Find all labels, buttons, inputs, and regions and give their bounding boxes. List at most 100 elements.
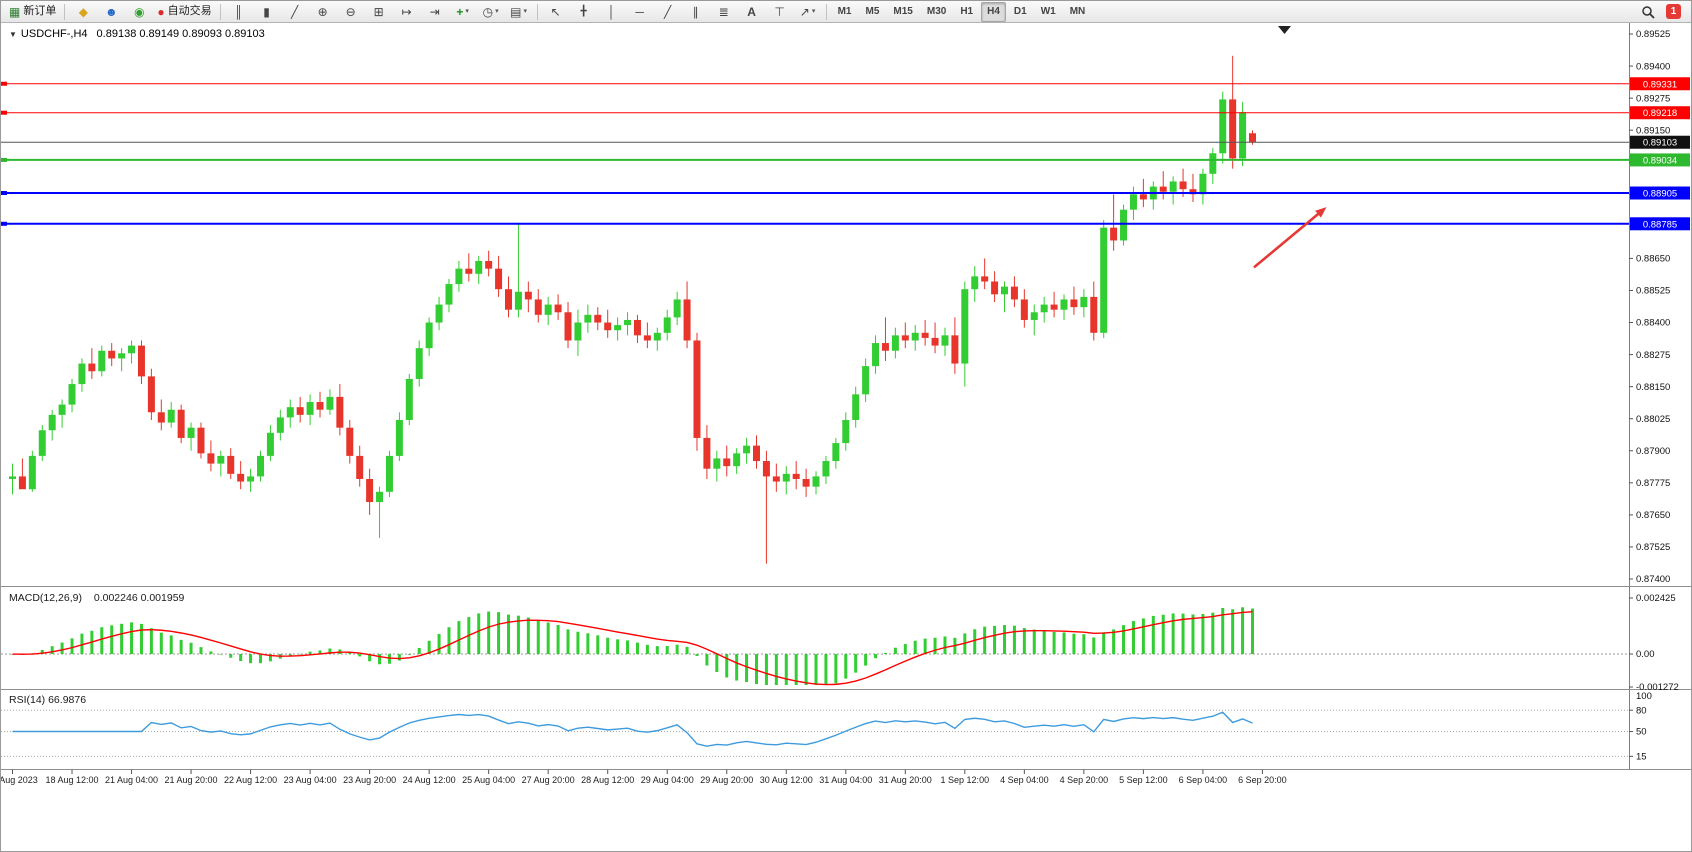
svg-text:1 Sep 12:00: 1 Sep 12:00 <box>941 775 990 785</box>
svg-text:30 Aug 12:00: 30 Aug 12:00 <box>760 775 813 785</box>
svg-text:23 Aug 04:00: 23 Aug 04:00 <box>284 775 337 785</box>
trendline-button[interactable]: ╱ <box>655 2 681 22</box>
svg-text:17 Aug 2023: 17 Aug 2023 <box>1 775 38 785</box>
macd-label: MACD(12,26,9) 0.002246 0.001959 <box>9 592 184 604</box>
horizontal-line-button[interactable]: ─ <box>627 2 653 22</box>
svg-text:0.87900: 0.87900 <box>1636 446 1670 457</box>
svg-text:0.89103: 0.89103 <box>1643 138 1677 149</box>
tile-windows-button[interactable]: ⊞ <box>366 2 392 22</box>
profile-button[interactable]: ☻ <box>98 2 124 22</box>
chart-shift-button[interactable]: ⇥ <box>422 2 448 22</box>
chart-shift-icon: ⇥ <box>429 4 440 19</box>
svg-text:0.87400: 0.87400 <box>1636 574 1670 585</box>
svg-text:21 Aug 04:00: 21 Aug 04:00 <box>105 775 158 785</box>
svg-text:0.002425: 0.002425 <box>1636 593 1676 604</box>
svg-text:0.89034: 0.89034 <box>1643 155 1677 166</box>
svg-text:29 Aug 20:00: 29 Aug 20:00 <box>700 775 753 785</box>
svg-text:31 Aug 20:00: 31 Aug 20:00 <box>879 775 932 785</box>
svg-text:5 Sep 12:00: 5 Sep 12:00 <box>1119 775 1168 785</box>
bar-chart-button[interactable]: ║ <box>226 2 252 22</box>
main-toolbar: ▦ 新订单 ◆ ☻ ◉ ● 自动交易 ║ ▮ ╱ ⊕ ⊖ ⊞ ↦ ⇥ + ▾ ◷ <box>1 1 1691 23</box>
chart-canvas[interactable]: 0.89525 0.89400 0.89275 0.89150 0.88650 0.885… <box>1 23 1692 789</box>
zoom-in-button[interactable]: ⊕ <box>310 2 336 22</box>
timeframe-m30[interactable]: M30 <box>926 6 947 17</box>
svg-text:6 Sep 04:00: 6 Sep 04:00 <box>1179 775 1228 785</box>
vertical-line-button[interactable]: │ <box>599 2 625 22</box>
chart-header: ▼ USDCHF-,H4 0.89138 0.89149 0.89093 0.891… <box>9 28 265 40</box>
chart-dropdown-icon[interactable]: ▼ <box>9 30 17 39</box>
svg-text:25 Aug 04:00: 25 Aug 04:00 <box>462 775 515 785</box>
zoom-in-icon: ⊕ <box>317 4 328 19</box>
notification-badge[interactable]: 1 <box>1666 4 1681 19</box>
timeframe-h4[interactable]: H4 <box>981 1 1006 22</box>
svg-text:0.88025: 0.88025 <box>1636 414 1670 425</box>
text-label-icon: ⊤ <box>774 4 785 19</box>
support-button[interactable]: ◉ <box>126 2 152 22</box>
search-icon <box>1642 5 1655 19</box>
autotrade-label: 自动交易 <box>167 5 212 17</box>
line-chart-button[interactable]: ╱ <box>282 2 308 22</box>
candlestick-chart-button[interactable]: ▮ <box>254 2 280 22</box>
svg-text:0.88400: 0.88400 <box>1636 318 1670 329</box>
svg-text:50: 50 <box>1636 727 1647 738</box>
svg-text:23 Aug 20:00: 23 Aug 20:00 <box>343 775 396 785</box>
timeframe-mn[interactable]: MN <box>1069 6 1086 17</box>
timeframe-w1[interactable]: W1 <box>1040 6 1056 17</box>
fibonacci-button[interactable]: ≣ <box>711 2 737 22</box>
line-chart-icon: ╱ <box>290 4 299 19</box>
indicators-button[interactable]: + ▾ <box>450 2 476 22</box>
auto-scroll-button[interactable]: ↦ <box>394 2 420 22</box>
new-order-button[interactable]: ▦ 新订单 <box>6 2 59 22</box>
svg-text:18 Aug 12:00: 18 Aug 12:00 <box>45 775 98 785</box>
timeframe-m1[interactable]: M1 <box>837 6 852 17</box>
svg-text:0.89150: 0.89150 <box>1636 125 1670 136</box>
chevron-down-icon: ▾ <box>495 8 499 15</box>
rsi-name: RSI(14) 66.9876 <box>9 694 87 706</box>
svg-text:0.88275: 0.88275 <box>1636 350 1670 361</box>
svg-text:0.89275: 0.89275 <box>1636 93 1670 104</box>
svg-text:4 Sep 20:00: 4 Sep 20:00 <box>1060 775 1109 785</box>
cursor-icon: ↖ <box>550 4 561 19</box>
svg-text:4 Sep 04:00: 4 Sep 04:00 <box>1000 775 1049 785</box>
timeframe-m5[interactable]: M5 <box>865 6 880 17</box>
search-button[interactable] <box>1635 2 1661 22</box>
template-icon: ▤ <box>510 4 522 19</box>
indicators-plus-icon: + <box>456 4 464 19</box>
text-label-button[interactable]: ⊤ <box>767 2 793 22</box>
headset-icon: ◉ <box>134 4 145 19</box>
channel-icon: ∥ <box>692 4 699 19</box>
svg-text:0.88150: 0.88150 <box>1636 382 1670 393</box>
new-order-label: 新订单 <box>23 5 57 17</box>
channel-button[interactable]: ∥ <box>683 2 709 22</box>
time-scale[interactable] <box>1 770 1629 789</box>
timeframe-m15[interactable]: M15 <box>893 6 913 17</box>
zoom-out-button[interactable]: ⊖ <box>338 2 364 22</box>
svg-text:6 Sep 20:00: 6 Sep 20:00 <box>1238 775 1287 785</box>
chevron-down-icon: ▾ <box>811 8 816 15</box>
crosshair-button[interactable]: ╋ <box>571 2 597 22</box>
autotrade-button[interactable]: ● 自动交易 <box>154 2 214 22</box>
fibonacci-icon: ≣ <box>718 4 729 19</box>
zoom-out-icon: ⊖ <box>345 4 356 19</box>
svg-text:28 Aug 12:00: 28 Aug 12:00 <box>581 775 634 785</box>
gold-tool-button[interactable]: ◆ <box>70 2 96 22</box>
svg-text:0.89331: 0.89331 <box>1643 79 1677 90</box>
svg-text:0.89218: 0.89218 <box>1643 108 1677 119</box>
cursor-button[interactable]: ↖ <box>543 2 569 22</box>
text-button[interactable]: A <box>739 2 765 22</box>
svg-text:0.89525: 0.89525 <box>1636 29 1670 40</box>
arrows-tool-button[interactable]: ↗ ▾ <box>795 2 821 22</box>
svg-text:0.88650: 0.88650 <box>1636 254 1670 265</box>
timeframe-d1[interactable]: D1 <box>1013 6 1027 17</box>
crosshair-icon: ╋ <box>580 5 587 17</box>
templates-button[interactable]: ▤ ▾ <box>506 2 532 22</box>
svg-text:0.88905: 0.88905 <box>1643 189 1677 200</box>
timeframe-h1[interactable]: H1 <box>960 6 974 17</box>
price-scale[interactable] <box>1627 23 1691 769</box>
periods-button[interactable]: ◷ ▾ <box>478 2 504 22</box>
svg-text:0.87650: 0.87650 <box>1636 510 1670 521</box>
trendline-icon: ╱ <box>663 4 672 19</box>
svg-text:27 Aug 20:00: 27 Aug 20:00 <box>522 775 575 785</box>
toolbar-separator <box>536 3 538 20</box>
